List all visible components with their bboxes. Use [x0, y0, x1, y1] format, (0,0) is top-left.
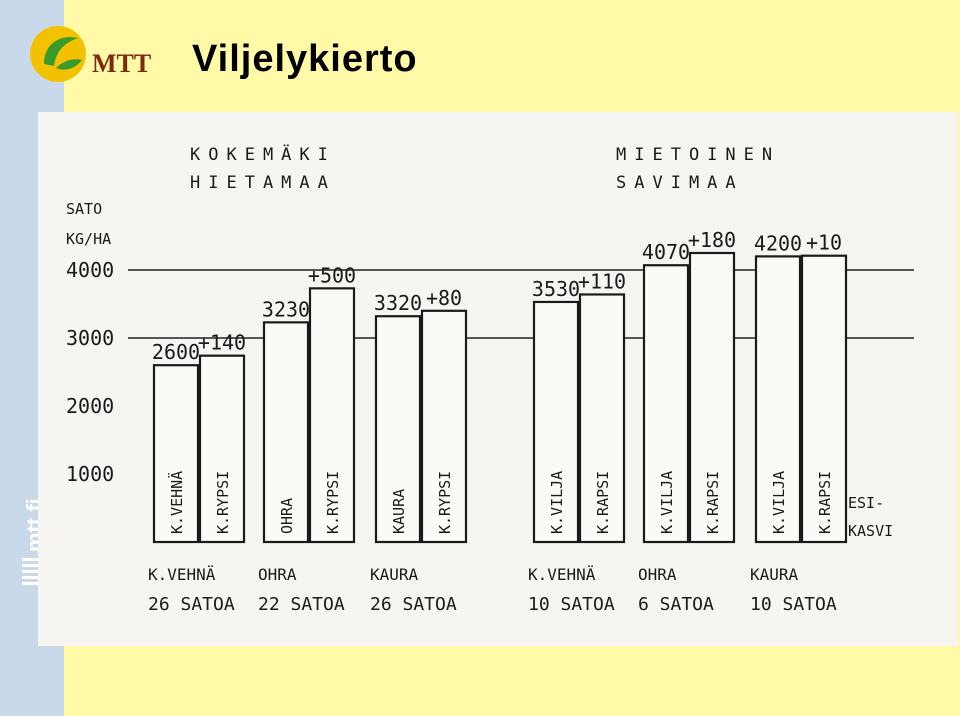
bar [308, 287, 356, 544]
bar [532, 300, 580, 544]
y-axis-label-line2: KG/HA [66, 230, 111, 248]
bar-precrop-label: K.VILJA [770, 471, 788, 534]
y-tick-label: 2000 [66, 394, 114, 418]
group-soil-label: HIETAMAA [190, 173, 336, 193]
mtt-fi-side-logo: mtt.fi [22, 498, 47, 585]
bar-precrop-label: KAURA [390, 489, 408, 534]
pair-trials-label: 10 SATOA [750, 594, 837, 615]
bar [420, 309, 468, 544]
bar-value-label: +80 [426, 286, 462, 310]
bar [754, 255, 802, 544]
bar [262, 321, 310, 544]
bar [198, 354, 246, 544]
logo-sun-icon [30, 26, 86, 82]
pair-crop-label: K.VEHNÄ [148, 565, 216, 584]
bar-value-label: 3230 [262, 297, 310, 321]
bar-value-label: +500 [308, 263, 356, 287]
pair-trials-label: 22 SATOA [258, 594, 345, 615]
chart-figure: SATO KG/HA 1000 2000 3000 4000 KOKEMÄKI HIETAM… [38, 112, 958, 646]
bar-precrop-label: K.RYPSI [436, 471, 454, 534]
pair-crop-label: KAURA [750, 565, 799, 584]
bar-precrop-label: K.RYPSI [324, 471, 342, 534]
y-tick-label: 1000 [66, 462, 114, 486]
pair-crop-label: OHRA [258, 565, 297, 584]
pair-trials-label: 26 SATOA [148, 594, 235, 615]
bar-value-label: 4070 [642, 240, 690, 264]
page-title: Viljelykierto [192, 38, 418, 80]
pair-trials-label: 10 SATOA [528, 594, 615, 615]
group-soil-label: SAVIMAA [616, 173, 744, 193]
pair-trials-label: 6 SATOA [638, 594, 714, 615]
bar-precrop-label: K.VILJA [658, 471, 676, 534]
bar-precrop-label: OHRA [278, 498, 296, 534]
bar-value-label: 3320 [374, 291, 422, 315]
bar [578, 293, 626, 544]
bar-precrop-label: K.RYPSI [214, 471, 232, 534]
bar-precrop-label: K.RAPSI [816, 471, 834, 534]
logo-leaf-icon [44, 37, 78, 66]
bar-chart: SATO KG/HA 1000 2000 3000 4000 KOKEMÄKI HIETAM… [66, 144, 914, 615]
bar [688, 251, 736, 544]
logo-text: MTT [92, 49, 151, 78]
y-axis-label-line1: SATO [66, 200, 102, 218]
group-site-label: KOKEMÄKI [190, 144, 336, 165]
y-tick-label: 3000 [66, 326, 114, 350]
bar-value-label: +110 [578, 269, 626, 293]
bar-precrop-label: K.RAPSI [594, 471, 612, 534]
bar-value-label: 3530 [532, 277, 580, 301]
precrop-legend-line2: KASVI [848, 522, 893, 540]
bar-precrop-label: K.VEHNÄ [167, 471, 186, 534]
pair-crop-label: KAURA [370, 565, 419, 584]
pair-crop-label: K.VEHNÄ [528, 565, 596, 584]
bar-value-label: 4200 [754, 231, 802, 255]
bar-value-label: +10 [806, 231, 842, 255]
pair-crop-label: OHRA [638, 565, 677, 584]
mtt-logo: MTT [30, 26, 151, 82]
bar-precrop-label: K.RAPSI [704, 471, 722, 534]
pair-trials-label: 26 SATOA [370, 594, 457, 615]
bar-value-label: +140 [198, 331, 246, 355]
group-site-label: MIETOINEN [616, 145, 780, 165]
precrop-legend-line1: ESI- [848, 494, 884, 512]
bar-precrop-label: K.VILJA [548, 471, 566, 534]
bar [642, 264, 690, 544]
bar [800, 254, 848, 544]
bar-value-label: +180 [688, 228, 736, 252]
bar [374, 315, 422, 544]
y-tick-label: 4000 [66, 258, 114, 282]
bar-value-label: 2600 [152, 340, 200, 364]
bar [152, 364, 200, 544]
